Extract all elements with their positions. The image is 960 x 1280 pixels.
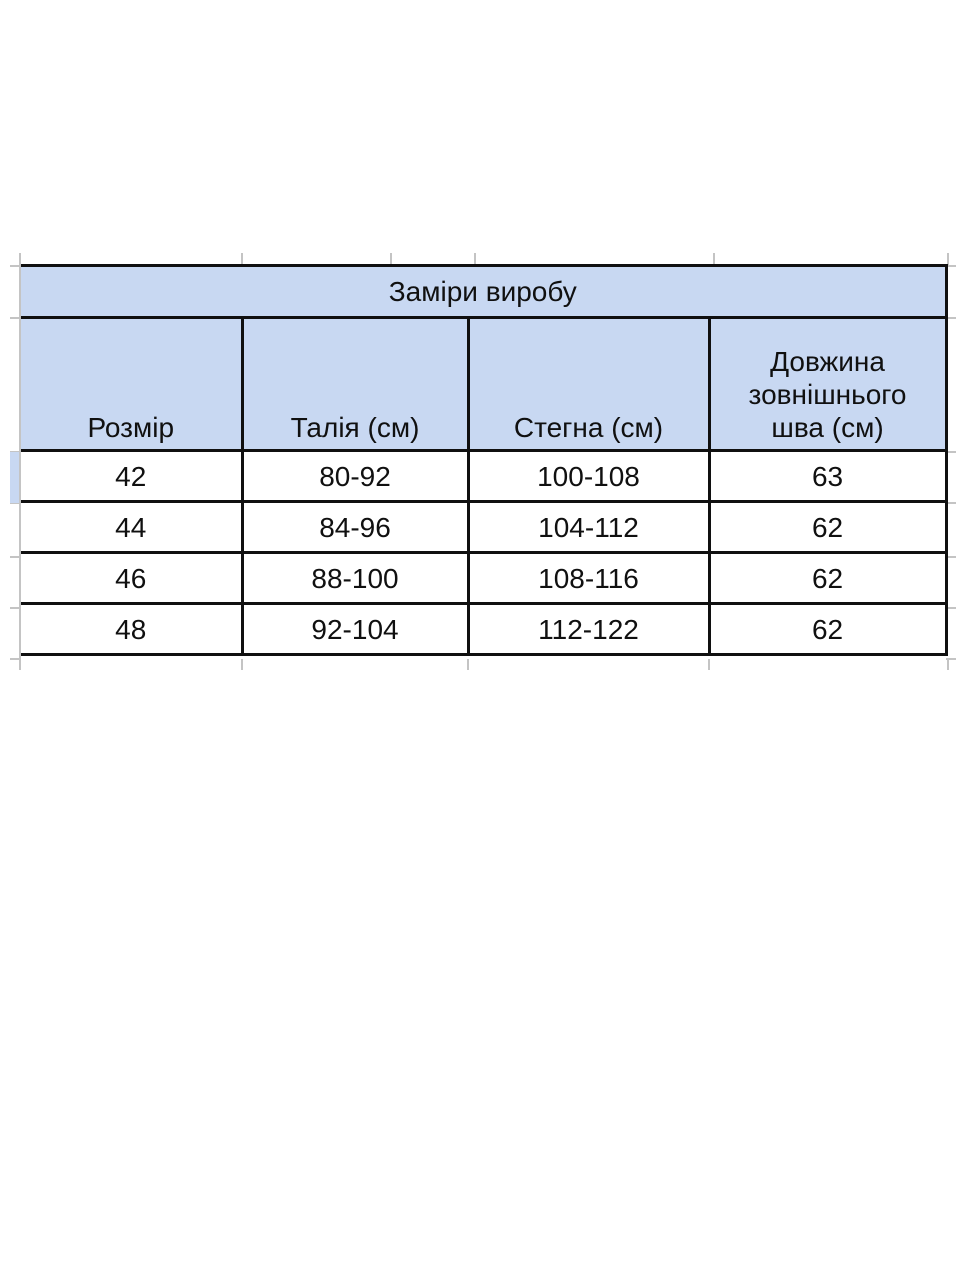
- table-cell-size: 44: [21, 500, 244, 554]
- table-cell-waist: 88-100: [240, 551, 470, 605]
- sheet-gridline-bottom-stub: [241, 659, 243, 670]
- sheet-gridline-bottom-stub: [467, 659, 469, 670]
- sheet-gridline-right-tick: [946, 658, 956, 660]
- sheet-gridline-left-tick: [10, 502, 19, 504]
- sheet-gridline-right-top-stub: [947, 253, 949, 266]
- sheet-gridline-left-tick: [10, 317, 19, 319]
- table-title-row: Заміри виробу: [21, 264, 948, 319]
- sheet-gridline-left: [19, 253, 21, 670]
- table-cell-outseam: 62: [707, 500, 948, 554]
- sheet-gridline-left-tick: [10, 658, 19, 660]
- table-cell-outseam: 63: [707, 449, 948, 503]
- sheet-gridline-right-tick: [946, 502, 956, 504]
- column-header-outseam: Довжина зовнішнього шва (см): [707, 316, 948, 452]
- sheet-gridline-left-tick: [10, 556, 19, 558]
- sheet-gridline-right-tick: [946, 607, 956, 609]
- table-cell-hips: 108-116: [466, 551, 711, 605]
- table-row: 46 88-100 108-116 62: [21, 551, 948, 605]
- sheet-gridline-right-tick: [946, 556, 956, 558]
- sheet-gridline-right-tick: [946, 451, 956, 453]
- table-cell-outseam: 62: [707, 551, 948, 605]
- column-header-hips: Стегна (см): [466, 316, 711, 452]
- sheet-gridline-left-tick: [10, 265, 19, 267]
- table-cell-waist: 84-96: [240, 500, 470, 554]
- sheet-gridline-bottom-stub: [708, 659, 710, 670]
- sheet-gridline-top-stub: [474, 253, 476, 265]
- table-cell-size: 48: [21, 602, 244, 656]
- table-header-row: Розмір Талія (см) Стегна (см) Довжина зо…: [21, 316, 948, 452]
- sheet-gridline-right-tick: [946, 317, 956, 319]
- table-cell-size: 42: [21, 449, 244, 503]
- sheet-gridline-right-tick: [946, 265, 956, 267]
- sheet-gridline-right-bottom-stub: [947, 658, 949, 670]
- sheet-gridline-top-stub: [390, 253, 392, 265]
- table-row: 48 92-104 112-122 62: [21, 602, 948, 656]
- table-cell-waist: 92-104: [240, 602, 470, 656]
- table-cell-size: 46: [21, 551, 244, 605]
- table-cell-hips: 100-108: [466, 449, 711, 503]
- table-row: 42 80-92 100-108 63: [21, 449, 948, 503]
- table-cell-hips: 112-122: [466, 602, 711, 656]
- table-cell-outseam: 62: [707, 602, 948, 656]
- sheet-gridline-top-stub: [241, 253, 243, 265]
- sheet-gridline-left-tick: [10, 607, 19, 609]
- size-chart-table: Заміри виробу Розмір Талія (см) Стегна (…: [21, 264, 948, 656]
- table-cell-waist: 80-92: [240, 449, 470, 503]
- cell-highlight-fragment: [10, 452, 19, 503]
- table-row: 44 84-96 104-112 62: [21, 500, 948, 554]
- table-title: Заміри виробу: [21, 264, 948, 319]
- column-header-waist: Талія (см): [240, 316, 470, 452]
- column-header-size: Розмір: [21, 316, 244, 452]
- sheet-gridline-top-stub: [713, 253, 715, 265]
- table-cell-hips: 104-112: [466, 500, 711, 554]
